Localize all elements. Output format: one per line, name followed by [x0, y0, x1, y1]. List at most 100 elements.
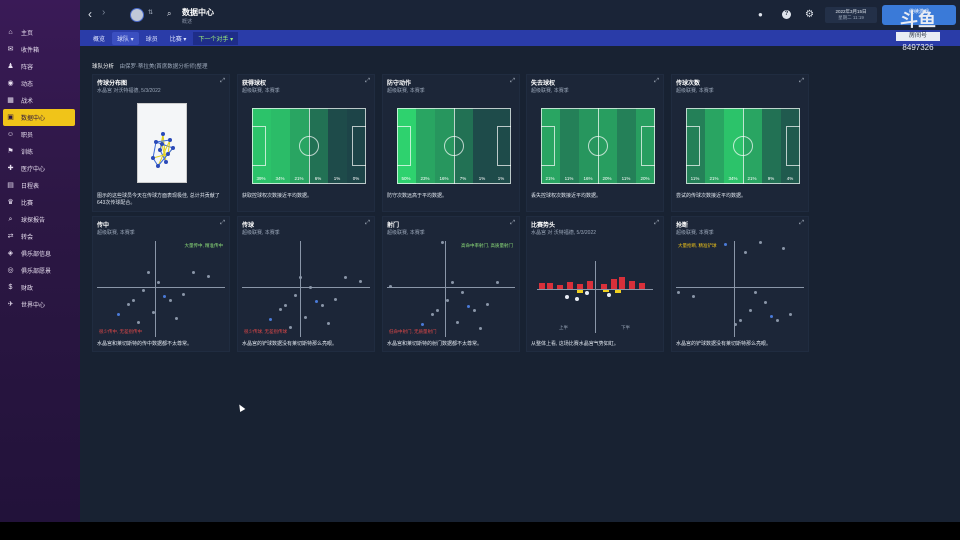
card-description: 防守次数远高于平均数据。	[387, 193, 448, 199]
expand-icon[interactable]: ⤢	[799, 78, 804, 84]
goal-marker	[585, 291, 589, 295]
sidebar-item-competition[interactable]: ♛ 比赛	[0, 194, 80, 211]
expand-icon[interactable]: ⤢	[510, 78, 515, 84]
analysis-card: 传球 超级联赛, 本赛季 ⤢ 很少传球, 无差别传球 水晶宫的铲球数据没有莱切斯特那么亮…	[237, 216, 375, 352]
sidebar-item-label: 训练	[21, 150, 34, 156]
scatter-point	[496, 281, 499, 284]
sidebar-item-scouting[interactable]: ⌕ 球探报告	[0, 211, 80, 228]
pitch-box-left	[686, 126, 700, 166]
pitch-lane: 23%	[416, 108, 435, 184]
club-switch-icon[interactable]: ⇅	[148, 10, 154, 16]
scatter-point	[192, 271, 195, 274]
card-subtitle: 超级联赛, 本赛季	[97, 230, 135, 236]
breadcrumb-section[interactable]: 球队分析	[92, 64, 115, 70]
sidebar-item-club-info[interactable]: ◈ 俱乐部信息	[0, 245, 80, 262]
tab-0[interactable]: 概览	[93, 36, 106, 43]
watermark-room-id: 8497326	[902, 43, 934, 52]
card-description: 从整体上看, 这场比赛水晶宫气势如虹。	[531, 341, 619, 347]
card-title: 传球分布图	[97, 81, 128, 87]
back-icon[interactable]: ‹	[88, 7, 92, 21]
card-description: 获取控球权次数接近平均数据。	[242, 193, 313, 199]
pitch-box-right	[786, 126, 800, 166]
expand-icon[interactable]: ⤢	[220, 220, 225, 226]
schedule-icon: ▤	[7, 181, 14, 189]
sidebar-item-inbox[interactable]: ✉ 收件箱	[0, 41, 80, 58]
card-subtitle: 水晶宫 对沃特福德, 5/3/2022	[97, 88, 161, 94]
scatter-point	[724, 243, 727, 246]
scatter-h-axis	[387, 287, 515, 288]
scatter-point	[479, 327, 482, 330]
pitch-lane: 11%	[617, 108, 636, 184]
expand-icon[interactable]: ⤢	[220, 78, 225, 84]
analysis-card: 传球次数 超级联赛, 本赛季 ⤢ 11% 21% 34% 21% 9% 4% 尝试的传球次数接近平…	[671, 74, 809, 212]
card-description: 图示的这些球员今天在传球方面表现极佳, 总计共贡献了643次传球配合。	[97, 193, 220, 206]
momentum-bar	[601, 284, 607, 289]
tab-2[interactable]: 球员	[145, 36, 158, 43]
expand-icon[interactable]: ⤢	[654, 78, 659, 84]
sidebar-item-label: 球探报告	[21, 218, 46, 224]
scatter-point	[344, 276, 347, 279]
pitch-lane: 1%	[473, 108, 492, 184]
scatter-point	[299, 276, 302, 279]
tab-3[interactable]: 比赛 ▾	[169, 36, 187, 43]
lane-value: 21%	[709, 176, 719, 181]
scatter-v-axis	[155, 241, 156, 337]
goal-marker	[575, 297, 579, 301]
lane-value: 20%	[602, 176, 612, 181]
scatter-point	[473, 309, 476, 312]
search-icon[interactable]: ⌕	[167, 9, 172, 18]
pitch-outline	[541, 108, 655, 184]
settings-icon[interactable]: ⚙	[805, 9, 814, 20]
scatter-point	[142, 289, 145, 292]
expand-icon[interactable]: ⤢	[365, 78, 370, 84]
player-node	[151, 156, 155, 160]
sidebar-item-data-hub[interactable]: ▣ 数据中心	[3, 109, 75, 126]
scatter-point	[157, 281, 160, 284]
club-badge-icon[interactable]	[130, 8, 144, 22]
expand-icon[interactable]: ⤢	[365, 220, 370, 226]
tactics-icon: ▦	[7, 96, 14, 104]
card-description: 水晶宫和莱切斯特的射门数据都不太尊常。	[387, 341, 483, 347]
sidebar-item-label: 收件箱	[21, 48, 40, 54]
lane-value: 1%	[333, 176, 341, 181]
sidebar-item-club-vision[interactable]: ◎ 俱乐部愿景	[0, 262, 80, 279]
sidebar-item-schedule[interactable]: ▤ 日程表	[0, 177, 80, 194]
lane-value: 11%	[564, 176, 574, 181]
continue-button[interactable]: 继续游戏	[882, 5, 956, 25]
sidebar-item-home[interactable]: ⌂ 主页	[0, 24, 80, 41]
player-node	[158, 148, 162, 152]
player-node	[154, 140, 158, 144]
scatter-point	[127, 303, 130, 306]
sidebar-item-finance[interactable]: $ 财政	[0, 279, 80, 296]
scatter-plot: 大量传中, 精准传中 很少传中, 无差别传中	[97, 241, 225, 337]
sidebar-item-tactics[interactable]: ▦ 战术	[0, 92, 80, 109]
expand-icon[interactable]: ⤢	[654, 220, 659, 226]
scatter-point	[117, 313, 120, 316]
sidebar-item-staff[interactable]: ☺ 职员	[0, 126, 80, 143]
tab-1[interactable]: 球队 ▾	[112, 31, 139, 45]
tab-4[interactable]: 下一个对手 ▾	[193, 31, 239, 45]
dynamics-icon: ◉	[7, 79, 14, 87]
sidebar-item-transfer[interactable]: ⇄ 转会	[0, 228, 80, 245]
help-icon[interactable]: ?	[782, 10, 791, 19]
scatter-point	[677, 291, 680, 294]
sidebar-item-dynamics[interactable]: ◉ 动态	[0, 75, 80, 92]
expand-icon[interactable]: ⤢	[799, 220, 804, 226]
scatter-point	[182, 293, 185, 296]
pitch-heatmap: 21% 11% 16% 20% 11% 20%	[541, 108, 655, 184]
sidebar-item-squad[interactable]: ♟ 阵容	[0, 58, 80, 75]
lane-value: 0%	[352, 176, 360, 181]
player-node	[171, 146, 175, 150]
sidebar-item-world[interactable]: ✈ 世界中心	[0, 296, 80, 313]
pitch-box-right	[641, 126, 655, 166]
sidebar-item-training[interactable]: ⚑ 训练	[0, 143, 80, 160]
sidebar-item-medical[interactable]: ✚ 医疗中心	[0, 160, 80, 177]
forward-icon[interactable]: ›	[102, 7, 106, 18]
pass-map	[137, 103, 187, 183]
pitch-box-left	[397, 126, 411, 166]
expand-icon[interactable]: ⤢	[510, 220, 515, 226]
breadcrumb-detail: 由保罗·蒂拉美(首席数据分析师)整理	[119, 64, 208, 70]
scatter-point	[734, 323, 737, 326]
sidebar-item-label: 转会	[21, 235, 34, 241]
bell-icon[interactable]: ●	[758, 10, 763, 19]
